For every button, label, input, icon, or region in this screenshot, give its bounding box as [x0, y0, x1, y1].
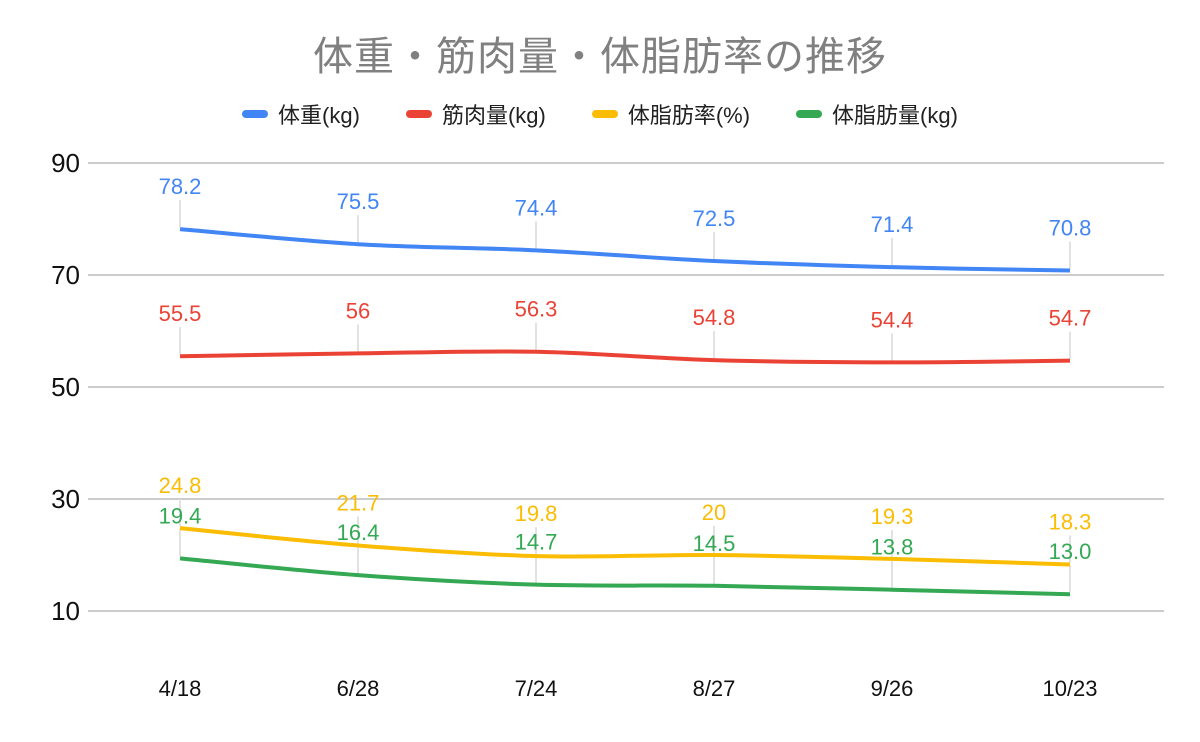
x-tick-label-4/18: 4/18: [159, 676, 202, 701]
data-label-body-fat-percent-4/18: 24.8: [159, 473, 202, 498]
legend-item-body-fat-percent: 体脂肪率(%): [591, 98, 751, 130]
chart-title: 体重・筋肉量・体脂肪率の推移: [313, 35, 887, 79]
y-tick-label-10: 10: [51, 596, 80, 626]
data-label-body-fat-percent-7/24: 19.8: [515, 501, 558, 526]
data-label-muscle-mass-6/28: 56: [346, 298, 370, 323]
data-label-weight-9/26: 71.4: [871, 212, 914, 237]
data-label-muscle-mass-8/27: 54.8: [693, 305, 736, 330]
data-label-body-fat-mass-4/18: 19.4: [159, 503, 202, 528]
data-label-muscle-mass-10/23: 54.7: [1049, 306, 1092, 331]
x-tick-label-8/27: 8/27: [693, 676, 736, 701]
data-label-body-fat-mass-10/23: 13.0: [1049, 539, 1092, 564]
legend-swatch-weight: [242, 110, 269, 118]
x-tick-label-6/28: 6/28: [337, 676, 380, 701]
series-line-body-fat-mass: [179, 556, 1071, 597]
data-label-weight-4/18: 78.2: [159, 174, 202, 199]
data-label-body-fat-mass-6/28: 16.4: [337, 520, 380, 545]
data-label-muscle-mass-9/26: 54.4: [871, 307, 914, 332]
data-label-body-fat-percent-9/26: 19.3: [871, 504, 914, 529]
data-label-weight-7/24: 74.4: [515, 195, 558, 220]
legend: 体重(kg) 筋肉量(kg) 体脂肪率(%) 体脂肪量(kg): [0, 98, 1200, 130]
legend-label-body-fat-percent: 体脂肪率(%): [627, 103, 751, 128]
legend-swatch-body-fat-percent: [591, 110, 618, 118]
x-tick-label-9/26: 9/26: [871, 676, 914, 701]
y-tick-label-70: 70: [51, 260, 80, 290]
data-label-weight-8/27: 72.5: [693, 206, 736, 231]
series-line-muscle-mass: [179, 349, 1071, 365]
legend-swatch-muscle-mass: [405, 110, 432, 118]
data-label-weight-10/23: 70.8: [1049, 216, 1092, 241]
data-label-body-fat-mass-8/27: 14.5: [693, 531, 736, 556]
legend-label-body-fat-mass: 体脂肪量(kg): [832, 103, 958, 128]
data-label-weight-6/28: 75.5: [337, 189, 380, 214]
y-tick-label-90: 90: [51, 148, 80, 178]
data-label-muscle-mass-7/24: 56.3: [515, 297, 558, 322]
data-label-body-fat-percent-8/27: 20: [702, 500, 726, 525]
data-label-body-fat-mass-9/26: 13.8: [871, 535, 914, 560]
legend-item-muscle-mass: 筋肉量(kg): [405, 98, 546, 130]
data-label-body-fat-percent-10/23: 18.3: [1049, 510, 1092, 535]
legend-item-weight: 体重(kg): [242, 98, 360, 130]
legend-item-body-fat-mass: 体脂肪量(kg): [796, 98, 958, 130]
legend-swatch-body-fat-mass: [796, 110, 823, 118]
legend-label-muscle-mass: 筋肉量(kg): [441, 103, 546, 128]
series-line-body-fat-percent: [179, 526, 1071, 567]
data-label-body-fat-mass-7/24: 14.7: [515, 530, 558, 555]
series-line-weight: [179, 227, 1071, 273]
y-tick-label-30: 30: [51, 484, 80, 514]
data-label-body-fat-percent-6/28: 21.7: [337, 490, 380, 515]
x-tick-label-7/24: 7/24: [515, 676, 558, 701]
y-tick-label-50: 50: [51, 372, 80, 402]
data-label-muscle-mass-4/18: 55.5: [159, 301, 202, 326]
legend-label-weight: 体重(kg): [278, 103, 360, 128]
x-tick-label-10/23: 10/23: [1042, 676, 1097, 701]
